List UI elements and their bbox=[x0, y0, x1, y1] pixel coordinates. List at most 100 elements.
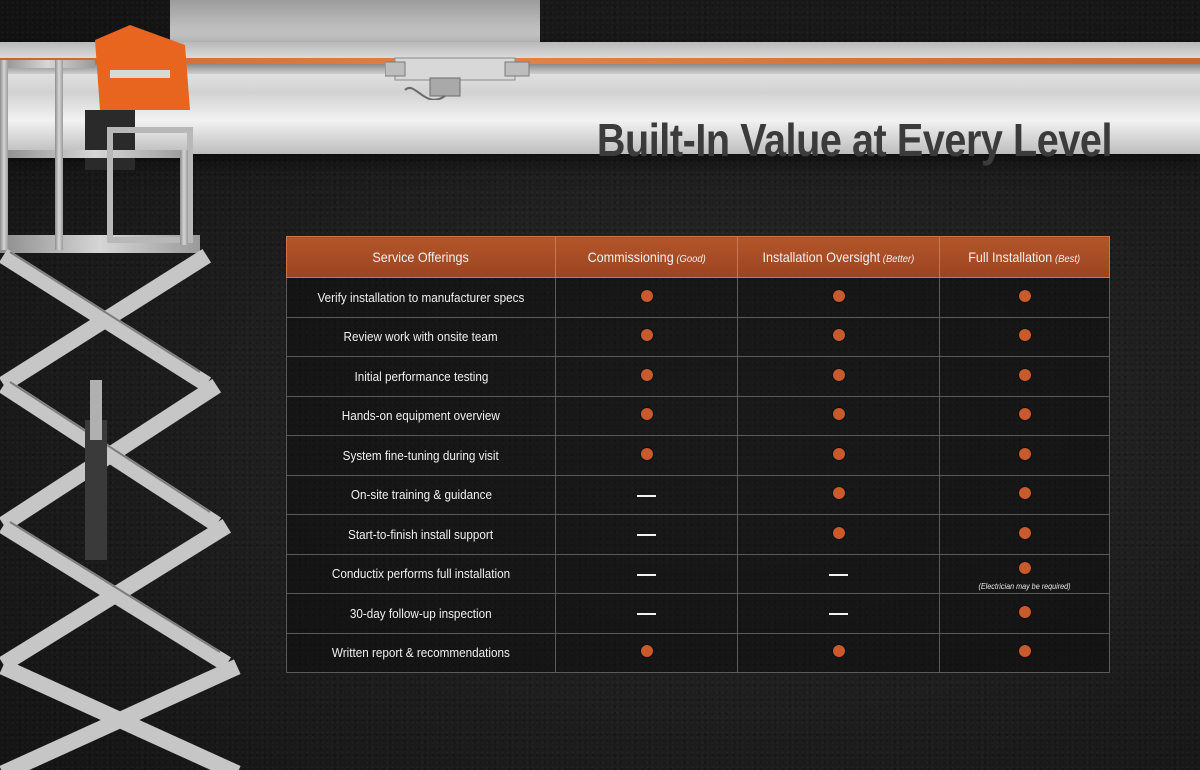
service-label-cell: System fine-tuning during visit bbox=[286, 435, 556, 476]
beam-orange-stripe bbox=[0, 58, 1200, 64]
tier-cell bbox=[939, 593, 1110, 634]
header-label: Service Offerings bbox=[372, 249, 470, 265]
header-service-offerings: Service Offerings bbox=[286, 236, 556, 278]
included-dot-icon bbox=[1018, 329, 1031, 342]
tier-cell: (Electrician may be required) bbox=[939, 553, 1110, 594]
scissor-lift-illustration bbox=[0, 25, 241, 770]
service-label-cell: 30-day follow-up inspection bbox=[286, 593, 556, 634]
table-row: Initial performance testing bbox=[286, 356, 1110, 397]
not-included-dash-icon bbox=[829, 573, 848, 576]
table-header-row: Service Offerings Commissioning (Good) In… bbox=[286, 236, 1110, 278]
not-included-dash-icon bbox=[637, 534, 656, 537]
tier-cell bbox=[555, 356, 738, 397]
service-label: Review work with onsite team bbox=[343, 329, 499, 345]
included-dot-icon bbox=[1018, 289, 1031, 302]
header-label: Full Installation bbox=[968, 249, 1053, 265]
header-label: Installation Oversight bbox=[762, 249, 881, 265]
tier-cell bbox=[737, 435, 940, 476]
service-label-cell: Verify installation to manufacturer spec… bbox=[286, 277, 556, 318]
included-dot-icon bbox=[1018, 408, 1031, 421]
table-body: Verify installation to manufacturer spec… bbox=[286, 277, 1110, 673]
header-tier: (Good) bbox=[676, 253, 706, 265]
included-dot-icon bbox=[1018, 562, 1031, 575]
tier-cell bbox=[939, 277, 1110, 318]
table-row: On-site training & guidance bbox=[286, 474, 1110, 515]
table-row: Review work with onsite team bbox=[286, 316, 1110, 357]
tier-cell bbox=[555, 474, 738, 515]
collector-trolley-icon bbox=[385, 57, 530, 100]
service-label: Hands-on equipment overview bbox=[341, 408, 501, 424]
service-label: On-site training & guidance bbox=[350, 487, 492, 503]
service-label: Verify installation to manufacturer spec… bbox=[317, 289, 525, 305]
tier-cell bbox=[555, 435, 738, 476]
included-dot-icon bbox=[832, 368, 845, 381]
included-dot-icon bbox=[640, 645, 653, 658]
tier-cell bbox=[737, 632, 940, 673]
tier-cell bbox=[939, 435, 1110, 476]
tier-cell bbox=[939, 356, 1110, 397]
included-dot-icon bbox=[640, 289, 653, 302]
included-dot-icon bbox=[832, 289, 845, 302]
table-row: Start-to-finish install support bbox=[286, 514, 1110, 555]
header-tier: (Best) bbox=[1055, 253, 1081, 265]
tier-cell bbox=[737, 514, 940, 555]
tier-cell bbox=[939, 474, 1110, 515]
service-label: Conductix performs full installation bbox=[331, 566, 511, 582]
not-included-dash-icon bbox=[637, 494, 656, 497]
header-full-installation: Full Installation (Best) bbox=[939, 236, 1110, 278]
tier-cell bbox=[555, 514, 738, 555]
not-included-dash-icon bbox=[637, 573, 656, 576]
header-tier: (Better) bbox=[882, 253, 915, 265]
tier-cell bbox=[737, 593, 940, 634]
service-label: 30-day follow-up inspection bbox=[350, 605, 492, 621]
included-dot-icon bbox=[1018, 605, 1031, 618]
included-dot-icon bbox=[832, 447, 845, 460]
included-dot-icon bbox=[832, 526, 845, 539]
tier-cell bbox=[737, 277, 940, 318]
service-label-cell: Review work with onsite team bbox=[286, 316, 556, 357]
tier-cell bbox=[737, 395, 940, 436]
tier-cell bbox=[555, 593, 738, 634]
included-dot-icon bbox=[832, 645, 845, 658]
included-dot-icon bbox=[640, 447, 653, 460]
service-label-cell: Written report & recommendations bbox=[286, 632, 556, 673]
included-dot-icon bbox=[1018, 447, 1031, 460]
included-dot-icon bbox=[640, 408, 653, 421]
service-label-cell: Start-to-finish install support bbox=[286, 514, 556, 555]
table-row: Hands-on equipment overview bbox=[286, 395, 1110, 436]
tier-cell bbox=[737, 316, 940, 357]
included-dot-icon bbox=[1018, 526, 1031, 539]
table-row: Written report & recommendations bbox=[286, 632, 1110, 673]
service-comparison-table: Service Offerings Commissioning (Good) In… bbox=[286, 236, 1110, 673]
tier-cell bbox=[555, 277, 738, 318]
service-label-cell: Hands-on equipment overview bbox=[286, 395, 556, 436]
tier-cell bbox=[737, 474, 940, 515]
included-dot-icon bbox=[1018, 645, 1031, 658]
tier-cell bbox=[555, 632, 738, 673]
tier-cell bbox=[737, 553, 940, 594]
table-row: Conductix performs full installation (Ele… bbox=[286, 553, 1110, 594]
included-dot-icon bbox=[640, 329, 653, 342]
service-label-cell: Initial performance testing bbox=[286, 356, 556, 397]
tier-cell bbox=[737, 356, 940, 397]
included-dot-icon bbox=[832, 329, 845, 342]
included-dot-icon bbox=[832, 487, 845, 500]
service-label-cell: On-site training & guidance bbox=[286, 474, 556, 515]
tier-cell bbox=[555, 316, 738, 357]
included-dot-icon bbox=[1018, 368, 1031, 381]
service-label: Start-to-finish install support bbox=[348, 526, 494, 542]
tier-cell bbox=[939, 514, 1110, 555]
header-installation-oversight: Installation Oversight (Better) bbox=[737, 236, 940, 278]
service-label-cell: Conductix performs full installation bbox=[286, 553, 556, 594]
not-included-dash-icon bbox=[637, 613, 656, 616]
tier-cell bbox=[939, 632, 1110, 673]
tier-cell bbox=[555, 395, 738, 436]
table-row: System fine-tuning during visit bbox=[286, 435, 1110, 476]
service-label: Initial performance testing bbox=[354, 368, 488, 384]
included-dot-icon bbox=[1018, 487, 1031, 500]
included-dot-icon bbox=[640, 368, 653, 381]
tier-cell bbox=[939, 395, 1110, 436]
electrician-note: (Electrician may be required) bbox=[978, 582, 1071, 591]
header-commissioning: Commissioning (Good) bbox=[555, 236, 738, 278]
table-row: Verify installation to manufacturer spec… bbox=[286, 277, 1110, 318]
